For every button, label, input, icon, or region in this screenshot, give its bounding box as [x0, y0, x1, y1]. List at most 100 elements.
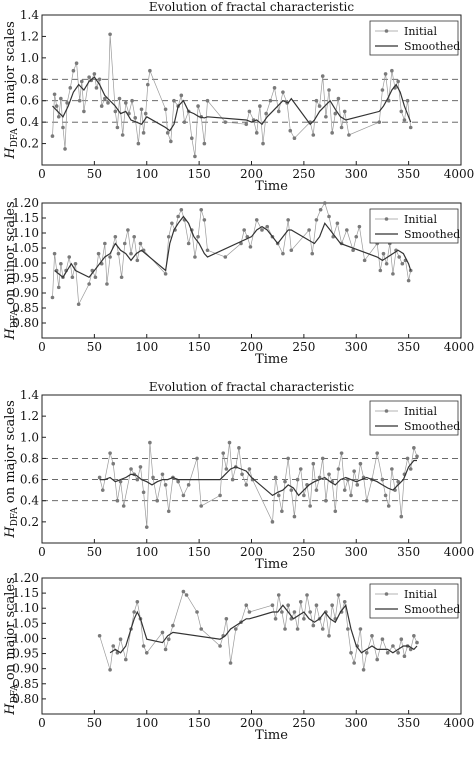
data-point-initial [96, 251, 101, 256]
data-point-initial [358, 627, 363, 631]
legend-smoothed-label: Smoothed [404, 603, 460, 616]
x-axis-label: Time [255, 179, 288, 194]
data-point-initial [218, 493, 222, 498]
data-point-initial [349, 493, 353, 498]
data-point-initial [240, 472, 244, 477]
data-point-initial [93, 275, 98, 280]
data-point-initial [163, 647, 168, 652]
x-tick-label: 50 [87, 340, 102, 354]
legend-initial-label: Initial [404, 25, 437, 38]
data-point-initial [286, 218, 290, 222]
data-point-initial [196, 104, 200, 108]
data-point-initial [67, 255, 72, 259]
x-tick-label: 100 [135, 716, 158, 730]
data-point-initial [333, 111, 338, 116]
data-point-initial [258, 104, 262, 108]
data-point-initial [135, 600, 140, 604]
data-point-initial [302, 617, 306, 621]
data-point-initial [97, 475, 102, 480]
data-point-initial [218, 644, 222, 648]
data-point-initial [386, 504, 391, 508]
data-point-initial [186, 241, 191, 246]
data-point-initial [120, 133, 125, 137]
data-point-initial [384, 261, 389, 266]
data-point-initial [144, 525, 149, 529]
y-tick-label: 0.90 [12, 662, 39, 676]
legend-smoothed-label: Smoothed [404, 40, 460, 53]
data-point-initial [305, 593, 309, 597]
data-point-initial [292, 514, 297, 519]
data-point-initial [59, 96, 63, 101]
data-point-initial [286, 456, 290, 461]
data-point-initial [92, 72, 97, 76]
data-point-initial [195, 456, 199, 461]
data-point-initial [68, 86, 73, 90]
y-tick-label: 1.15 [12, 211, 39, 225]
x-tick-label: 4000 [444, 167, 474, 181]
y-tick-label: 0.8 [20, 72, 39, 86]
y-tick-label: 0.6 [20, 94, 39, 108]
data-point-initial [354, 234, 359, 239]
data-point-initial [412, 446, 416, 450]
data-point-initial [87, 282, 91, 286]
chart-title: Evolution of fractal characteristic [149, 0, 354, 14]
data-point-initial [205, 98, 210, 103]
data-point-initial [292, 610, 297, 614]
data-point-initial [223, 120, 228, 124]
data-point-initial [276, 493, 281, 498]
data-point-initial [221, 451, 226, 455]
data-point-initial [270, 603, 275, 607]
x-tick-label: 150 [188, 167, 211, 181]
data-point-initial [111, 644, 116, 648]
data-point-initial [166, 509, 171, 514]
data-point-initial [378, 268, 383, 273]
data-point-initial [199, 207, 204, 212]
data-point-initial [228, 661, 233, 665]
y-tick-label: 1.0 [20, 430, 39, 444]
data-point-initial [276, 593, 281, 597]
data-point-initial [111, 461, 116, 466]
data-point-initial [280, 509, 284, 514]
data-point-initial [237, 446, 241, 450]
data-point-initial [189, 136, 194, 141]
data-point-initial [268, 98, 273, 103]
x-axis-label: Time [255, 728, 288, 743]
chart-panel-1: Evolution of fractal characteristic 0 50 10… [3, 0, 474, 194]
data-point-initial [129, 467, 133, 471]
legend-box [369, 400, 459, 436]
data-point-initial [308, 610, 312, 614]
data-point-initial [375, 451, 380, 455]
data-point-initial [163, 107, 168, 112]
x-tick-label: 150 [188, 545, 211, 559]
data-point-initial [135, 477, 140, 482]
data-point-initial [380, 477, 385, 482]
data-point-initial [56, 285, 61, 290]
data-point-initial [52, 251, 57, 256]
y-axis-label-text: on major scales [3, 400, 18, 507]
data-point-initial [405, 98, 410, 103]
data-point-initial [307, 228, 311, 232]
data-point-initial [106, 101, 110, 105]
x-tick-label: 100 [135, 167, 158, 181]
data-point-initial [415, 640, 419, 645]
x-tick-label: 200 [240, 716, 263, 730]
y-tick-label: 1.4 [20, 388, 39, 402]
data-point-initial [148, 68, 152, 73]
y-tick-label: 0.90 [12, 286, 39, 300]
legend-box [369, 583, 459, 619]
data-point-initial [59, 261, 63, 266]
data-point-initial [355, 483, 360, 487]
data-point-initial [165, 131, 170, 135]
data-point-initial [113, 234, 118, 239]
data-point-initial [247, 467, 252, 471]
data-point-initial [248, 245, 253, 249]
data-point-initial [380, 88, 385, 92]
data-point-initial [396, 651, 400, 655]
data-point-initial [345, 228, 349, 232]
x-tick-label: 250 [292, 716, 315, 730]
legend-initial-label: Initial [404, 588, 437, 601]
y-axis-label: HDFA on major scales [3, 400, 20, 539]
data-point-initial [182, 120, 187, 124]
data-point-initial [126, 228, 130, 232]
legend-initial-marker [384, 29, 389, 33]
